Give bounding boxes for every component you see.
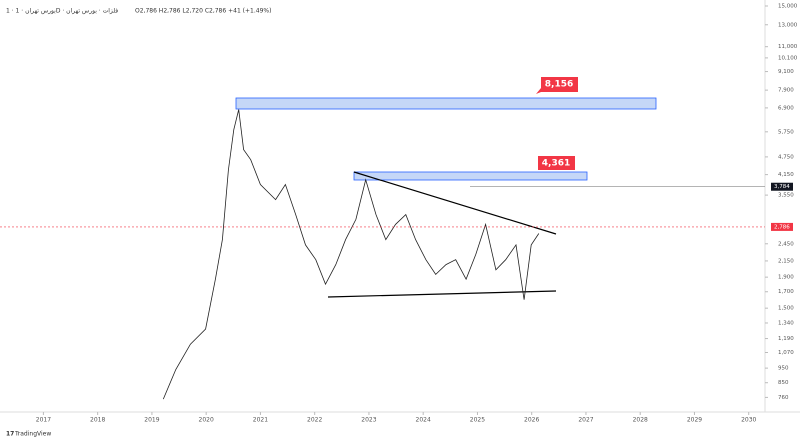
x-tick-label: 2030 <box>741 417 756 424</box>
x-tick-label: 2018 <box>90 417 105 424</box>
price-line <box>162 109 540 400</box>
y-tick-label: 4,750 <box>778 154 794 160</box>
price-tag-label: 3,784 <box>774 184 790 190</box>
y-tick-label: 10,100 <box>778 55 798 61</box>
y-tick-label: 2,450 <box>778 241 794 247</box>
zone-box <box>235 97 657 110</box>
x-tick-label: 2024 <box>416 417 431 424</box>
y-tick-label: 11,000 <box>778 44 798 50</box>
x-tick-label: 2022 <box>307 417 322 424</box>
trend-line <box>327 290 557 298</box>
y-tick-label: 1,340 <box>778 320 794 326</box>
y-tick-label: 7,900 <box>778 88 794 94</box>
annotation-label: 8,156 <box>545 80 573 90</box>
y-tick-label: 760 <box>778 395 789 401</box>
x-tick-label: 2017 <box>36 417 51 424</box>
price-tag <box>771 182 793 191</box>
y-tick-label: 2,150 <box>778 258 794 264</box>
x-tick-label: 2020 <box>199 417 214 424</box>
y-tick-label: 15,000 <box>778 3 798 9</box>
callout <box>536 77 578 94</box>
x-tick-label: 2029 <box>687 417 702 424</box>
x-tick-label: 2028 <box>633 417 648 424</box>
trend-line <box>353 171 557 235</box>
logo: 17 <box>6 431 14 438</box>
header-ohlc: O2,786 H2,786 L2,720 C2,786 +41 (+1.49%) <box>135 8 271 15</box>
header-symbol: 1 · بورس تهران · 1D · فلزات · بورس تهران <box>6 8 118 15</box>
y-tick-label: 9,100 <box>778 69 794 75</box>
y-tick-label: 1,700 <box>778 289 794 295</box>
price-tag-label: 2,786 <box>774 224 790 230</box>
annotation-label: 4,361 <box>542 159 570 169</box>
y-tick-label: 3,550 <box>778 193 794 199</box>
y-tick-label: 13,000 <box>778 22 798 28</box>
y-tick-label: 1,070 <box>778 350 794 356</box>
y-tick-label: 4,150 <box>778 172 794 178</box>
zone-box <box>353 171 588 181</box>
x-tick-label: 2025 <box>470 417 485 424</box>
price-tag <box>771 222 793 231</box>
y-tick-label: 1,190 <box>778 336 794 342</box>
y-tick-label: 1,900 <box>778 275 794 281</box>
x-tick-label: 2026 <box>524 417 539 424</box>
y-tick-label: 950 <box>778 366 789 372</box>
y-tick-label: 6,900 <box>778 105 794 111</box>
footer-brand: TradingView <box>14 431 51 438</box>
y-tick-label: 5,750 <box>778 129 794 135</box>
x-tick-label: 2021 <box>253 417 268 424</box>
x-tick-label: 2027 <box>578 417 593 424</box>
x-tick-label: 2023 <box>361 417 376 424</box>
callout <box>530 156 575 175</box>
y-tick-label: 1,500 <box>778 306 794 312</box>
y-tick-label: 850 <box>778 380 789 386</box>
x-tick-label: 2019 <box>144 417 159 424</box>
